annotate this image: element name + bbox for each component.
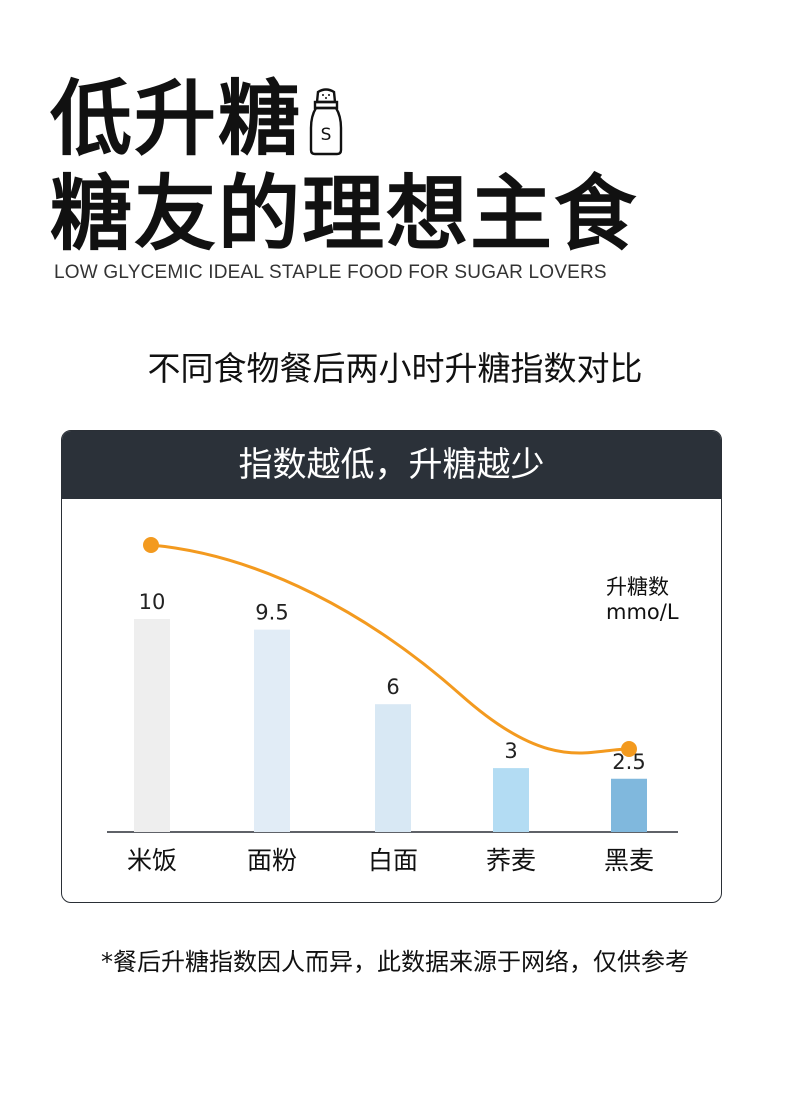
trend-line — [150, 543, 630, 755]
category-label-5: 黑麦 — [604, 846, 654, 875]
unit-label-line2: mmo/L — [606, 600, 679, 624]
value-label-1: 10 — [139, 590, 166, 614]
category-label-2: 面粉 — [247, 846, 297, 875]
category-label-1: 米饭 — [127, 846, 177, 875]
bar-1 — [134, 619, 170, 832]
category-label-4: 荞麦 — [486, 846, 536, 875]
value-label-3: 6 — [386, 675, 399, 699]
value-label-4: 3 — [504, 739, 517, 763]
bar-4 — [493, 768, 529, 832]
trend-point-start — [143, 537, 159, 553]
chart-panel: 指数越低，升糖越少 10 米饭 9.5 面粉 6 白面 3 荞麦 2.5 黑麦 升糖数 mmo/L — [61, 430, 722, 903]
hero-title-line2: 糖友的理想主食 — [50, 167, 639, 262]
hero-title-line1: 低升糖 — [50, 72, 303, 167]
shaker-letter: S — [321, 125, 332, 145]
chart-panel-header: 指数越低，升糖越少 — [62, 431, 721, 499]
salt-shaker-icon: S — [309, 88, 343, 156]
footnote: *餐后升糖指数因人而异，此数据来源于网络，仅供参考 — [101, 948, 689, 976]
bar-2 — [254, 629, 290, 832]
bar-5 — [611, 778, 647, 832]
unit-label-line1: 升糖数 — [606, 575, 669, 599]
value-label-2: 9.5 — [255, 601, 288, 625]
category-label-3: 白面 — [368, 846, 418, 875]
trend-point-end — [621, 741, 637, 757]
hero-subtitle-english: LOW GLYCEMIC IDEAL STAPLE FOOD FOR SUGAR… — [54, 262, 607, 283]
bar-3 — [375, 704, 411, 832]
comparison-title: 不同食物餐后两小时升糖指数对比 — [147, 349, 643, 388]
